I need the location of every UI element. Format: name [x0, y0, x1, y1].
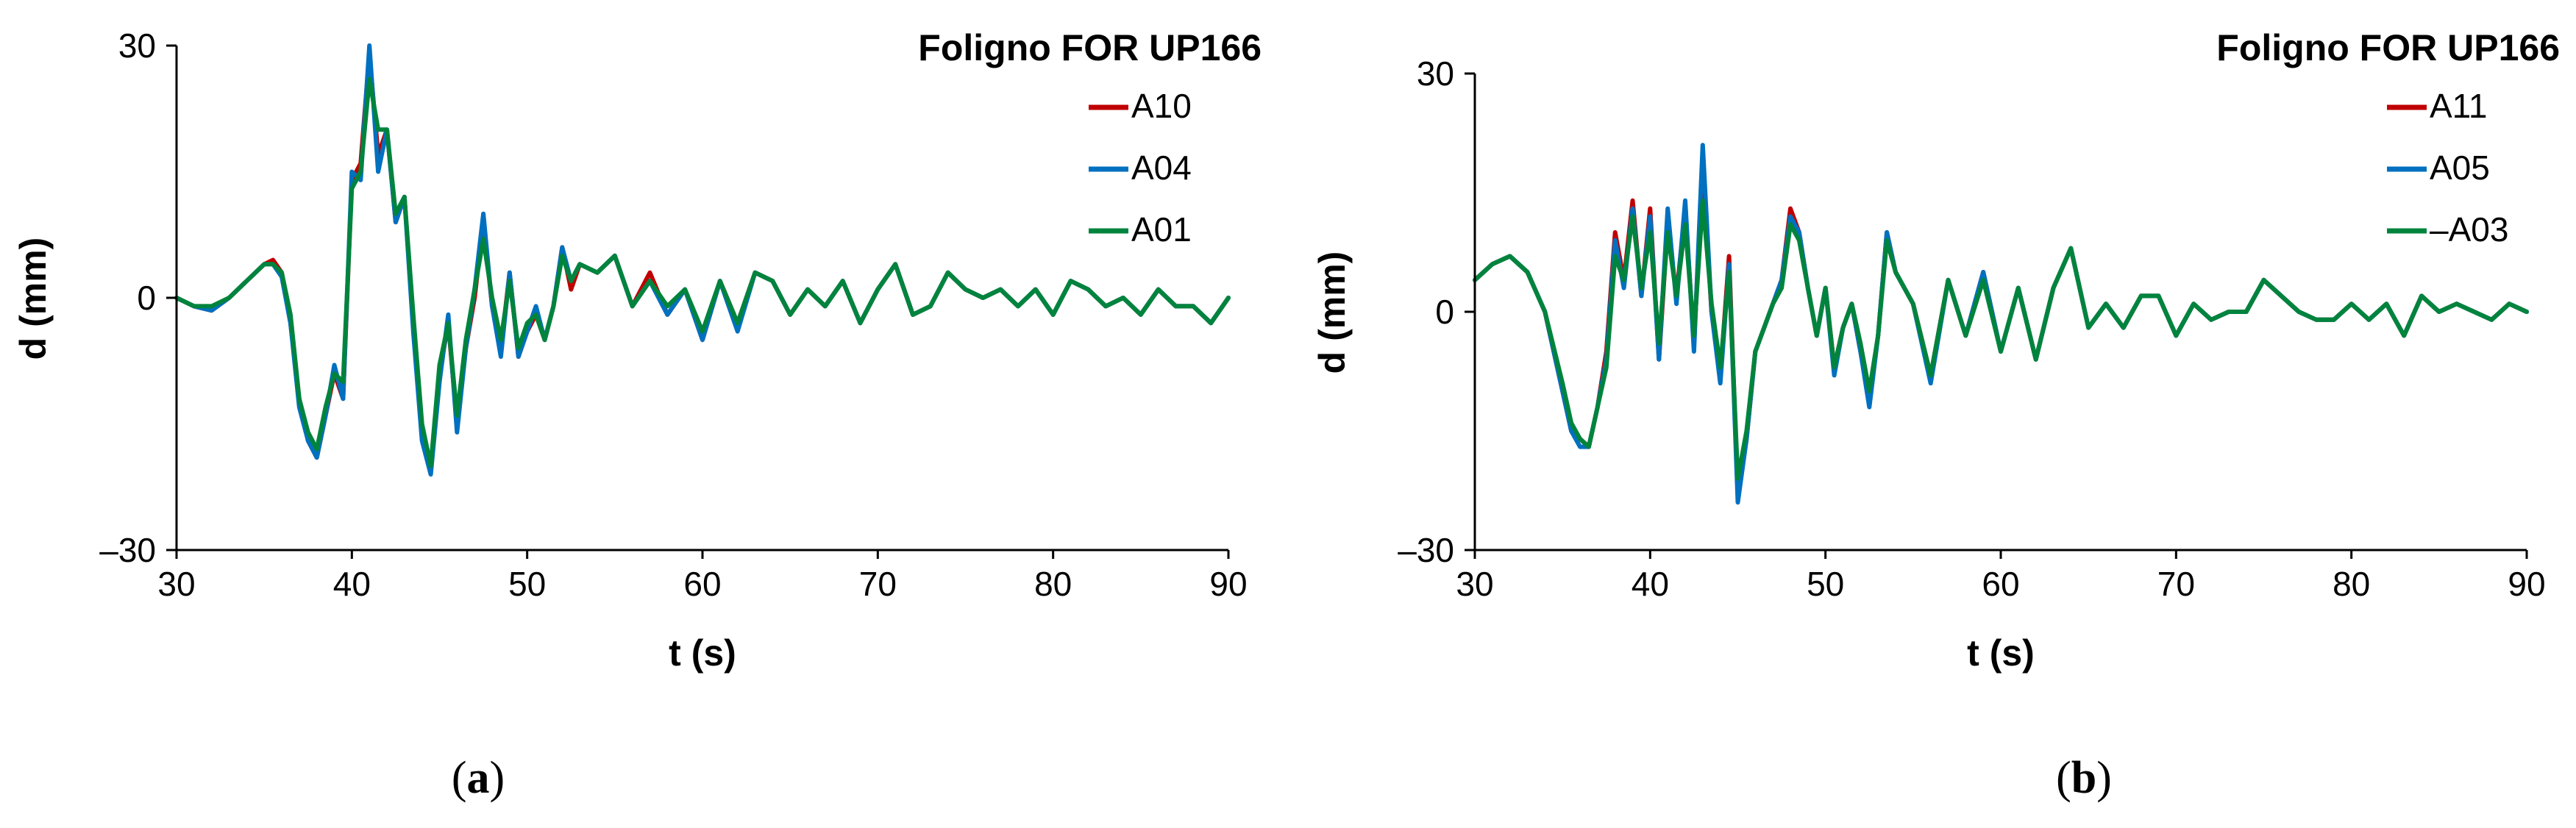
- x-ticks-a: 30 40 50 60 70 80 90: [157, 550, 1248, 603]
- x-tick-label: 70: [859, 565, 897, 603]
- chart-title-b: Foligno FOR UP166: [2216, 27, 2560, 68]
- y-tick-label: 30: [118, 26, 156, 65]
- series-line-a03: [1473, 198, 2529, 481]
- y-tick-label: –30: [1398, 531, 1454, 569]
- legend-label: A01: [1131, 210, 1192, 249]
- x-tick-label: 60: [1982, 565, 2019, 603]
- y-axis-title-b: d (mm): [1312, 251, 1353, 374]
- legend-b: A11 A05 –A03: [2387, 87, 2508, 249]
- x-tick-label: 40: [1632, 565, 1669, 603]
- legend-label: A05: [2430, 149, 2490, 187]
- x-tick-label: 30: [157, 565, 195, 603]
- panel-caption-b: (b): [2056, 753, 2112, 803]
- plot-area-b: [1473, 143, 2529, 505]
- y-tick-label: 30: [1417, 54, 1454, 93]
- y-tick-label: –30: [99, 531, 156, 569]
- x-tick-label: 90: [1209, 565, 1247, 603]
- legend-a: A10 A04 A01: [1089, 87, 1192, 249]
- legend-label: A11: [2430, 87, 2487, 125]
- series-line-a10: [174, 51, 1231, 468]
- panel-caption-a: (a): [452, 753, 505, 803]
- x-tick-label: 60: [683, 565, 721, 603]
- x-tick-label: 40: [333, 565, 371, 603]
- legend-label: A04: [1131, 149, 1192, 187]
- panel-caption-letter-b: b: [2071, 753, 2096, 803]
- x-axis-title-b: t (s): [1967, 632, 2035, 674]
- y-axis-title-a: d (mm): [13, 238, 54, 360]
- chart-title-a: Foligno FOR UP166: [918, 27, 1262, 68]
- y-tick-label: 0: [137, 279, 156, 317]
- plot-area-a: [174, 43, 1231, 477]
- x-tick-label: 90: [2508, 565, 2545, 603]
- x-tick-label: 50: [508, 565, 546, 603]
- panel-caption-letter-a: a: [467, 753, 490, 803]
- x-axis-title-a: t (s): [669, 632, 736, 674]
- x-tick-label: 80: [1034, 565, 1072, 603]
- series-line-a04: [174, 43, 1231, 477]
- y-ticks-b: –30 0 30: [1398, 54, 1475, 569]
- x-tick-label: 70: [2157, 565, 2195, 603]
- x-tick-label: 50: [1807, 565, 1844, 603]
- series-line-a01: [174, 76, 1231, 468]
- y-ticks-a: –30 0 30: [99, 26, 177, 569]
- y-tick-label: 0: [1435, 293, 1454, 331]
- legend-label: A10: [1131, 87, 1192, 125]
- x-tick-label: 80: [2333, 565, 2370, 603]
- legend-label: –A03: [2430, 210, 2508, 249]
- x-ticks-b: 30 40 50 60 70 80 90: [1456, 550, 2546, 603]
- x-tick-label: 30: [1456, 565, 1493, 603]
